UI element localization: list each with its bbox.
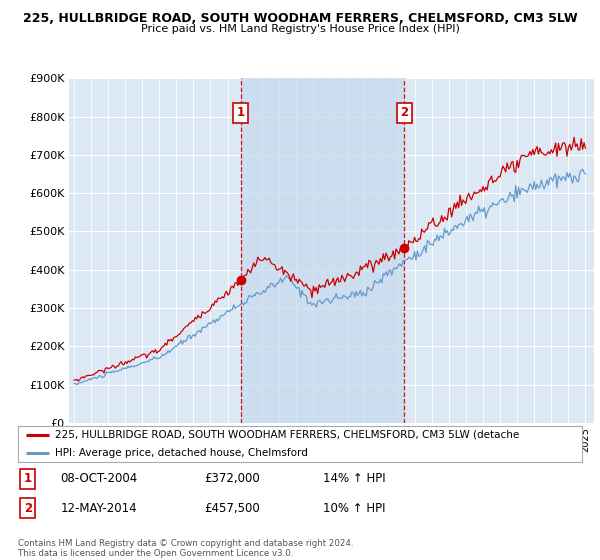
Text: HPI: Average price, detached house, Chelmsford: HPI: Average price, detached house, Chel…: [55, 448, 308, 458]
Text: 10% ↑ HPI: 10% ↑ HPI: [323, 502, 385, 515]
Text: 1: 1: [237, 106, 245, 119]
Text: 08-OCT-2004: 08-OCT-2004: [60, 472, 137, 486]
Text: 1: 1: [23, 472, 32, 486]
Text: 14% ↑ HPI: 14% ↑ HPI: [323, 472, 385, 486]
Text: 225, HULLBRIDGE ROAD, SOUTH WOODHAM FERRERS, CHELMSFORD, CM3 5LW (detache: 225, HULLBRIDGE ROAD, SOUTH WOODHAM FERR…: [55, 430, 519, 440]
Bar: [241, 78, 404, 423]
Text: Contains HM Land Registry data © Crown copyright and database right 2024.
This d: Contains HM Land Registry data © Crown c…: [18, 539, 353, 558]
Text: £457,500: £457,500: [204, 502, 260, 515]
Text: 2: 2: [23, 502, 32, 515]
Text: 225, HULLBRIDGE ROAD, SOUTH WOODHAM FERRERS, CHELMSFORD, CM3 5LW: 225, HULLBRIDGE ROAD, SOUTH WOODHAM FERR…: [23, 12, 577, 25]
Text: 12-MAY-2014: 12-MAY-2014: [60, 502, 137, 515]
Text: £372,000: £372,000: [204, 472, 260, 486]
Text: 2: 2: [400, 106, 408, 119]
Text: Price paid vs. HM Land Registry's House Price Index (HPI): Price paid vs. HM Land Registry's House …: [140, 24, 460, 34]
